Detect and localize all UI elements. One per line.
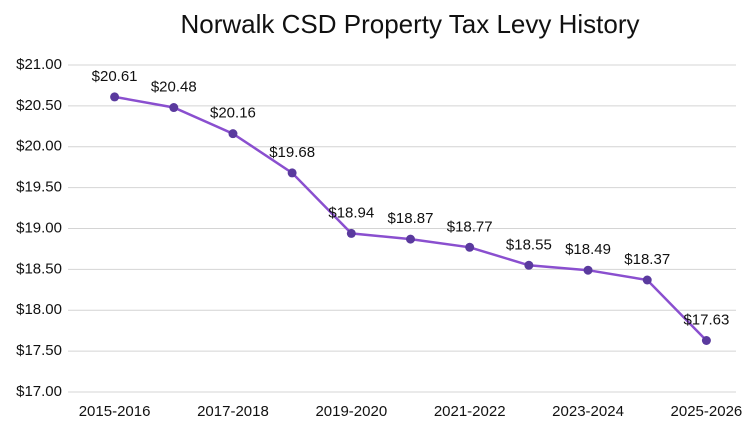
x-tick-label: 2021-2022 bbox=[434, 403, 506, 420]
data-point bbox=[287, 168, 297, 178]
data-point bbox=[642, 275, 652, 285]
data-point bbox=[228, 129, 238, 139]
data-label: $17.63 bbox=[683, 311, 729, 328]
x-tick-label: 2023-2024 bbox=[552, 403, 624, 420]
data-point bbox=[524, 260, 534, 270]
data-point bbox=[465, 242, 475, 252]
data-label: $20.61 bbox=[92, 68, 138, 85]
data-label: $20.16 bbox=[210, 105, 256, 122]
data-point bbox=[583, 265, 593, 275]
data-point bbox=[701, 335, 711, 345]
y-tick-label: $17.50 bbox=[16, 342, 62, 359]
x-tick-label: 2025-2026 bbox=[671, 403, 743, 420]
data-label: $18.77 bbox=[447, 218, 493, 235]
data-label: $20.48 bbox=[151, 78, 197, 95]
data-label: $19.68 bbox=[269, 144, 315, 161]
y-tick-label: $19.50 bbox=[16, 179, 62, 196]
data-point bbox=[406, 234, 415, 244]
x-tick-label: 2015-2016 bbox=[79, 403, 151, 420]
chart-title: Norwalk CSD Property Tax Levy History bbox=[181, 9, 640, 39]
data-point bbox=[169, 103, 179, 113]
y-tick-label: $17.00 bbox=[16, 383, 62, 400]
y-tick-label: $21.00 bbox=[16, 56, 62, 73]
y-tick-label: $18.50 bbox=[16, 260, 62, 277]
data-label: $18.94 bbox=[328, 204, 374, 221]
data-label: $18.49 bbox=[565, 241, 611, 258]
data-point bbox=[110, 92, 120, 102]
data-point bbox=[346, 228, 356, 238]
data-label: $18.37 bbox=[624, 251, 670, 268]
y-tick-label: $18.00 bbox=[16, 301, 62, 318]
y-tick-label: $19.00 bbox=[16, 219, 62, 236]
x-tick-label: 2019-2020 bbox=[315, 403, 387, 420]
data-label: $18.55 bbox=[506, 236, 552, 253]
y-tick-label: $20.00 bbox=[16, 138, 62, 155]
y-tick-label: $20.50 bbox=[16, 97, 62, 114]
x-tick-label: 2017-2018 bbox=[197, 403, 269, 420]
data-label: $18.87 bbox=[388, 210, 434, 227]
